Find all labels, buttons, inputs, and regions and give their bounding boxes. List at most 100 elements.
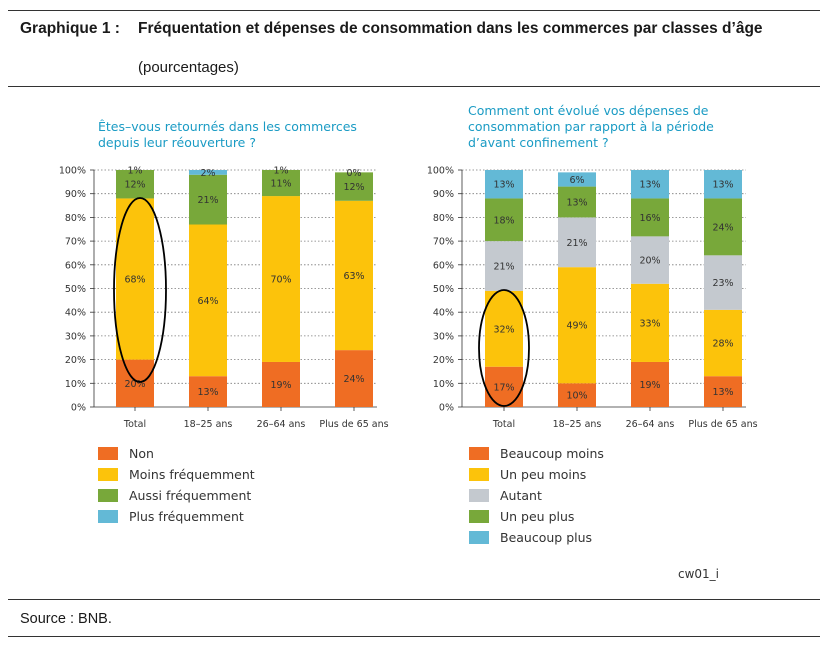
bar-segment [704,309,742,377]
data-label: 17% [493,382,514,393]
legend-item: Un peu plus [469,506,604,527]
chart-1-plot: 0% 10% 20% 30% 40% 50% 60% 70% 80% 90% 100% 20% 68% 1… [59,166,389,431]
legend-label: Un peu moins [500,467,587,482]
bar-segment [262,196,300,362]
y-tick-label: 100% [59,166,86,177]
y-tick-label: 0% [71,403,86,414]
data-label: 12% [343,182,364,193]
legend-item: Plus fréquemment [98,506,255,527]
bar-segment [631,170,669,199]
legend-label: Aussi fréquemment [129,488,252,503]
y-tick-label: 40% [433,308,454,319]
data-label: 6% [569,175,584,186]
data-label: 2% [200,168,215,179]
legend-label: Moins fréquemment [129,467,255,482]
data-label: 33% [639,318,660,329]
category-label: Total [492,419,515,430]
data-label: 21% [566,238,587,249]
bar-segment [704,255,742,310]
y-tick-label: 0% [439,403,454,414]
bar-segment [558,217,596,268]
legend-label: Non [129,446,154,461]
y-tick-label: 90% [433,189,454,200]
y-tick-label: 50% [433,284,454,295]
data-label: 16% [639,213,660,224]
bar-segment [558,186,596,218]
legend-swatch [469,510,489,523]
header-rule [8,86,820,87]
category-label: 18–25 ans [553,419,602,430]
chart-2-title: Comment ont évolué vos dépenses de conso… [468,103,714,150]
legend-swatch [98,510,118,523]
bar-segment [704,170,742,199]
data-label: 28% [712,339,733,350]
legend-swatch [469,489,489,502]
bar-segment [116,359,154,407]
y-tick-label: 80% [433,213,454,224]
figure-code: cw01_i [678,567,720,581]
bar-segment [631,283,669,362]
legend-item: Beaucoup plus [469,527,604,548]
bar-segment [631,198,669,237]
bar-segment [335,172,373,201]
data-label: 24% [343,374,364,385]
data-label: 24% [712,222,733,233]
y-tick-label: 60% [433,260,454,271]
top-rule [8,10,820,11]
category-label: Plus de 65 ans [688,419,757,430]
data-label: 19% [270,380,291,391]
y-tick-label: 90% [65,189,86,200]
legend-item: Beaucoup moins [469,443,604,464]
highlight-ellipse [478,289,530,407]
chart-2-plot: 0% 10% 20% 30% 40% 50% 60% 70% 80% 90% 100% 17% 32% 2… [427,166,758,431]
y-tick-label: 70% [65,237,86,248]
data-label: 63% [343,271,364,282]
y-tick-label: 100% [427,166,454,177]
legend-swatch [98,447,118,460]
category-label: 18–25 ans [184,419,233,430]
bar-segment [485,241,523,291]
bar-segment [631,236,669,284]
legend-item: Un peu moins [469,464,604,485]
data-label: 1% [127,166,142,177]
data-label: 21% [197,195,218,206]
source-note: Source : BNB. [20,611,112,627]
y-tick-label: 60% [65,260,86,271]
data-label: 20% [124,379,145,390]
y-tick-label: 50% [65,284,86,295]
y-tick-label: 70% [433,237,454,248]
bar-segment [558,383,596,407]
data-label: 1% [273,166,288,177]
bar-segment [335,350,373,407]
bar-segment [631,361,669,407]
category-label: 26–64 ans [257,419,306,430]
figure-number: Graphique 1 : [20,20,120,37]
category-label: 26–64 ans [626,419,675,430]
bar-segment [558,267,596,384]
bar-segment [335,200,373,351]
data-label: 13% [493,180,514,191]
chart-1-legend: Non Moins fréquemment Aussi fréquemment Plu… [98,443,255,527]
bar-segment [485,290,523,367]
legend-item: Aussi fréquemment [98,485,255,506]
bar-segment [189,174,227,225]
source-rule [8,599,820,600]
highlight-ellipse [113,197,167,383]
legend-swatch [469,531,489,544]
data-label: 70% [270,275,291,286]
legend-label: Autant [500,488,542,503]
y-tick-label: 80% [65,213,86,224]
bar-segment [262,170,300,197]
legend-swatch [98,489,118,502]
y-tick-label: 20% [65,355,86,366]
legend-label: Beaucoup plus [500,530,593,545]
category-label: Plus de 65 ans [319,419,388,430]
category-label: Total [123,419,146,430]
bar-segment [116,170,154,199]
data-label: 13% [712,387,733,398]
bar-segment [189,170,227,175]
chart-1-title: Êtes–vous retournés dans les commerces d… [98,119,357,150]
legend-swatch [98,468,118,481]
bar-segment [485,366,523,407]
legend-item: Autant [469,485,604,506]
